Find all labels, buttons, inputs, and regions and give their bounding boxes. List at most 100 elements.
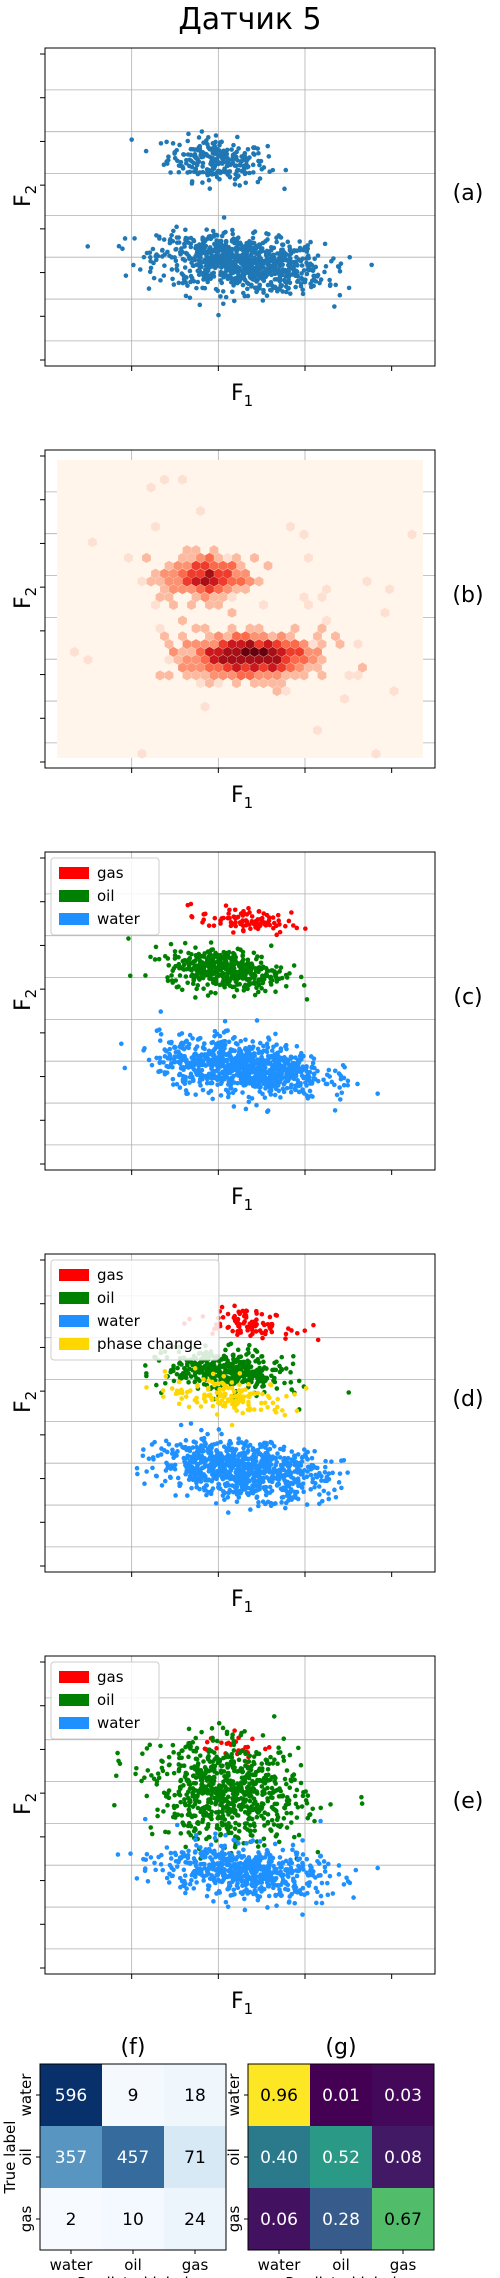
panel-c-point [264,1109,270,1114]
panel-b-hexbin-cell [209,545,219,556]
panel-a-point [309,278,315,284]
panel-a-point [266,154,272,159]
panel-c-point [222,1018,228,1024]
panel-c-point [283,1044,288,1049]
panel-b-hexbin-cell [196,678,205,689]
panel-d-point [226,1441,232,1447]
panel-b-hexbin-cell [268,646,277,657]
panel-d-point [253,1358,258,1364]
panel-a-point [213,263,218,268]
panel-c-legend-label-gas: gas [97,864,124,882]
panel-a-point [185,283,190,288]
panel-b-hexbin-cell [137,748,147,759]
panel-a-point [221,274,226,280]
panel-a-point [207,255,212,260]
panel-d-point [283,1480,289,1486]
panel-d-point [235,1459,240,1465]
panel-a-point [347,255,353,260]
panel-b-hexbin-cell [218,654,228,665]
panel-d-point [199,1456,205,1462]
panel-c-point [229,959,234,965]
panel-e-point [247,1798,253,1804]
panel-c-point [241,911,247,916]
panel-c-point [246,1067,251,1073]
panel-b-hexbin-cell [200,592,210,603]
panel-d-point [222,1497,227,1503]
panel-a-point [292,263,298,268]
panel-d-point [309,1455,315,1461]
panel-d-point [162,1380,168,1386]
panel-d-point [244,1372,249,1378]
panel-a-point [256,263,262,269]
panel-b-hexbin-cell [214,646,223,657]
panel-b-hexbin-cell [241,631,250,642]
panel-b-hexbin-cell [286,631,295,642]
panel-d-point [261,1383,266,1389]
panel-d-point [197,1360,203,1366]
panel-c-point [197,1061,203,1067]
panel-c-point [270,915,276,920]
panel-d-point [175,1365,180,1371]
panel-c-point [227,907,232,913]
panel-d-point [233,1398,239,1404]
panel-c-point [197,1035,203,1041]
panel-c-point [157,1038,163,1043]
panel-b-hexbin-cell [290,639,300,650]
panel-a-point [247,267,252,273]
panel-d-point [339,1458,344,1463]
panel-e-point [190,1791,195,1796]
panel-c-point [181,962,187,968]
panel-c-point [345,1078,351,1084]
panel-c-point [227,955,233,961]
panel-c-point [296,1089,302,1095]
panel-c-point [187,1032,193,1038]
panel-d-point [277,1455,283,1460]
panel-d-point [292,1392,297,1397]
panel-b-frame [44,449,436,769]
panel-b-hexbin-cell [223,552,232,563]
panel-d-point [158,1452,164,1457]
panel-a-point [187,256,192,262]
panel-d-point [246,1342,252,1348]
panel-d-point [222,1391,227,1397]
panel-d-point [270,1454,276,1460]
panel-b-hexbin-cell [232,662,241,673]
panel-b-hexbin-cell [295,646,304,657]
panel-d-point [250,1490,256,1496]
panel-c-point [122,1065,128,1071]
panel-c-point [178,949,184,954]
panel-e-point [288,1820,294,1825]
panel-c-point [206,923,212,928]
panel-b-hexbin-cell [209,576,219,587]
panel-d-point [326,1476,332,1482]
panel-e-point [328,1802,333,1807]
panel-d-point [192,1360,198,1366]
panel-d-point [256,1503,261,1509]
panel-d-point [223,1368,229,1373]
panel-a-point [169,232,174,238]
panel-c-point [191,977,196,983]
panel-b-hexbin-cell [196,568,205,579]
panel-b-hexbin-cell [236,670,246,681]
panel-a-point [346,285,352,291]
panel-d-point [213,1381,219,1387]
panel-c-point [305,1077,311,1082]
panel-b-hexbin-cell [227,576,237,587]
panel-e-point [236,1828,242,1834]
panel-a-xlabel: F1 [231,381,253,410]
panel-d-point [225,1358,230,1363]
panel-c-point [273,1031,278,1037]
panel-d-point [168,1367,174,1373]
panel-e-point [268,1795,274,1800]
panel-c-point [238,962,244,968]
panel-e-point [172,1792,177,1798]
panel-b-hexbin-cell [173,560,183,571]
panel-d-ylabel-subscript: 2 [22,1391,40,1401]
panel-e-point [296,1745,301,1751]
panel-d-point [204,1361,210,1366]
panel-e-point [359,1794,364,1800]
panel-a-point [232,163,238,168]
panel-d-point [337,1471,343,1476]
panel-c-point [227,983,233,989]
panel-c-point [157,1060,163,1066]
